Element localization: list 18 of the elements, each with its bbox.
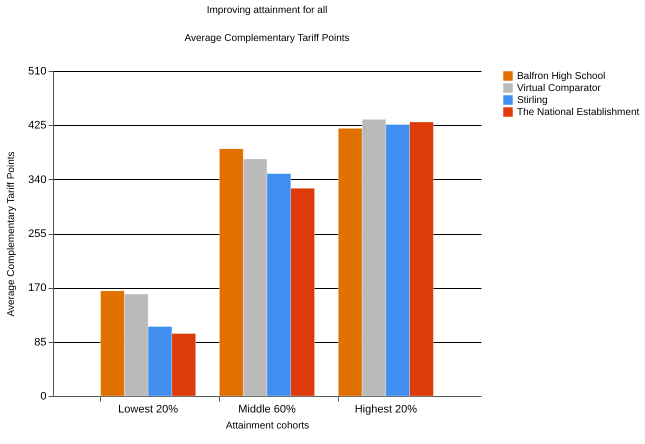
- x-tick-label: Highest 20%: [354, 404, 418, 416]
- y-tick-label: 85: [34, 336, 46, 348]
- y-tick-label: 340: [28, 174, 46, 186]
- y-tick-label: 255: [28, 228, 46, 240]
- x-tick-label: Lowest 20%: [118, 404, 178, 416]
- legend-label: Stirling: [517, 95, 548, 106]
- y-axis-title: Average Complementary Tariff Points: [6, 151, 18, 317]
- legend-label: The National Establishment: [517, 107, 640, 118]
- x-tick-label: Middle 60%: [238, 404, 296, 416]
- y-tick-label: 170: [28, 282, 46, 294]
- x-axis-title: Attainment cohorts: [226, 420, 310, 432]
- y-tick-label: 425: [28, 120, 46, 132]
- chart-title: Improving attainment for all: [206, 5, 328, 16]
- y-tick-label: 0: [40, 390, 46, 402]
- legend-label: Virtual Comparator: [517, 83, 602, 94]
- chart-subtitle: Average Complementary Tariff Points: [184, 33, 350, 44]
- legend-label: Balfron High School: [517, 71, 606, 82]
- y-tick-label: 510: [28, 66, 46, 78]
